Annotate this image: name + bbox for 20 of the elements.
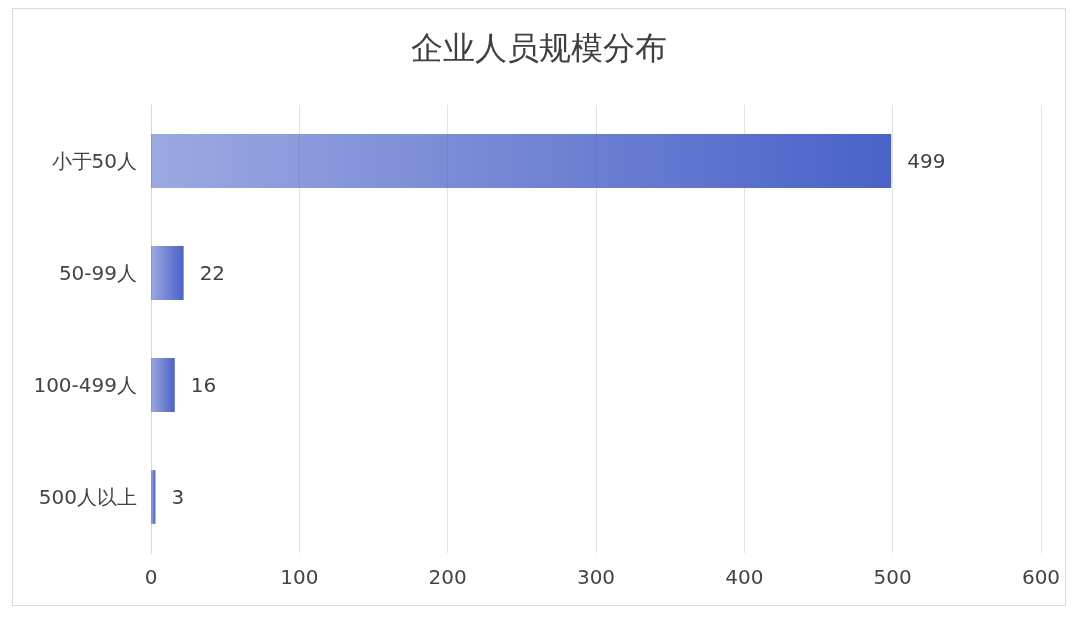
x-tick-label: 500	[873, 565, 912, 589]
y-tick-label: 500人以上	[38, 485, 137, 509]
data-label: 3	[171, 485, 185, 509]
data-label: 16	[190, 373, 217, 397]
bar	[151, 134, 892, 188]
data-label: 22	[199, 261, 226, 285]
chart-title: 企业人员规模分布	[411, 29, 667, 67]
y-tick-label: 50-99人	[58, 261, 137, 285]
bar	[151, 358, 175, 412]
x-tick-label: 100	[280, 565, 319, 589]
x-tick-label: 300	[576, 565, 616, 589]
x-tick-label: 0	[144, 565, 158, 589]
data-label: 499	[907, 149, 946, 173]
y-tick-label: 100-499人	[33, 373, 137, 397]
x-tick-label: 400	[725, 565, 764, 589]
x-tick-label: 200	[428, 565, 467, 589]
bar	[151, 246, 184, 300]
y-tick-label: 小于50人	[51, 149, 137, 173]
bar	[151, 470, 156, 524]
x-tick-label: 600	[1021, 565, 1061, 589]
